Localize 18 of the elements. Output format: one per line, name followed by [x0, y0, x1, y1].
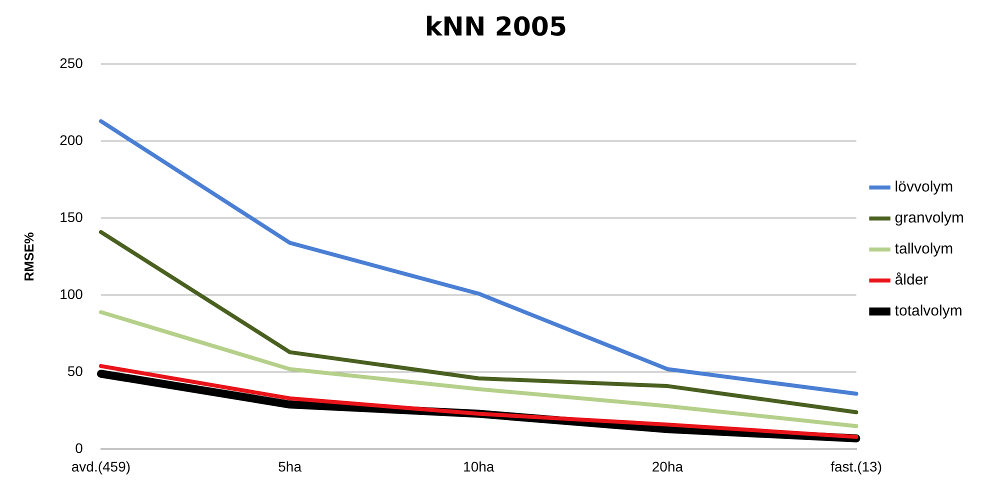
- y-tick-label: 100: [60, 286, 84, 302]
- y-tick-label: 150: [60, 209, 84, 226]
- x-tick-label: 5ha: [278, 458, 302, 474]
- y-tick-label: 0: [75, 440, 84, 456]
- x-tick-label: fast.(13): [830, 458, 882, 474]
- x-tick-label: 10ha: [463, 458, 494, 474]
- chart-title: kNN 2005: [424, 12, 568, 42]
- y-tick-label: 50: [67, 363, 84, 380]
- legend-label: ålder: [894, 272, 928, 289]
- x-tick-label: 20ha: [652, 458, 684, 474]
- legend-label: tallvolym: [894, 240, 954, 258]
- legend-label: granvolym: [894, 210, 964, 227]
- x-tick-label: avd.(459): [71, 458, 131, 474]
- legend-label: lövvolym: [894, 178, 954, 196]
- legend-label: totalvolym: [894, 302, 962, 320]
- y-tick-label: 250: [60, 55, 84, 72]
- y-tick-label: 200: [60, 132, 84, 148]
- y-axis-title: RMSE%: [21, 232, 36, 282]
